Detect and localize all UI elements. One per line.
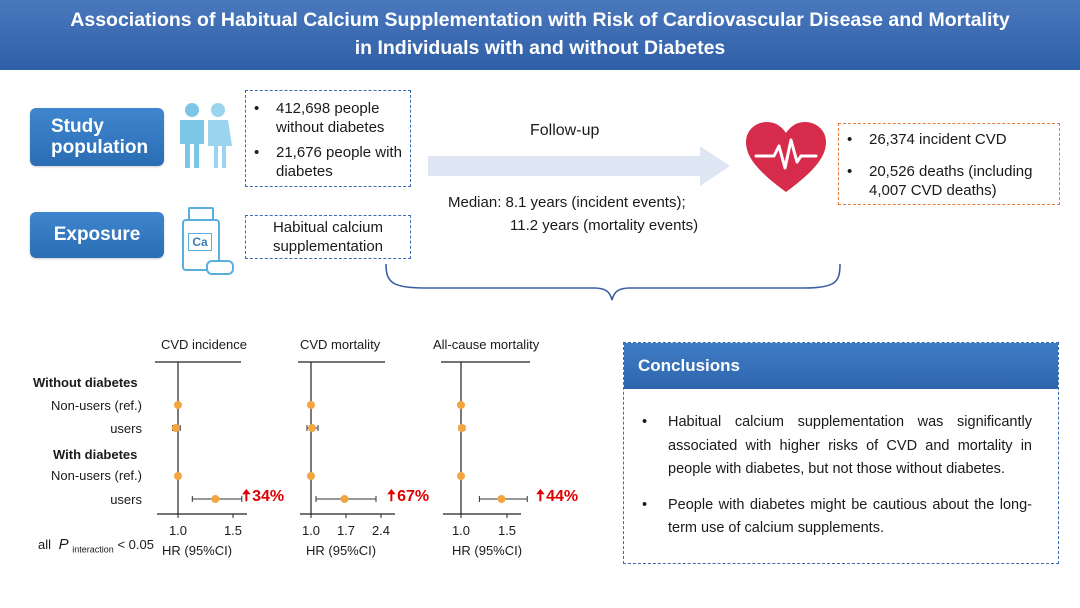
exposure-box: Habitual calcium supplementation: [245, 215, 411, 259]
follow-up-label: Follow-up: [530, 122, 600, 139]
up-arrow-icon: 🠅: [387, 488, 396, 505]
forest-tick-label-2-2: 1.7: [337, 523, 355, 538]
forest-point-1-2: [171, 424, 180, 432]
row-nonusers-with: Non-users (ref.): [50, 468, 142, 483]
study-population-label-line-1: Study: [51, 116, 104, 137]
supplement-bottle-icon: Ca: [180, 205, 236, 275]
forest-annotation-1-text: 34%: [252, 488, 285, 505]
title-banner: Associations of Habitual Calcium Supplem…: [0, 0, 1080, 70]
row-group-with-diabetes: With diabetes: [53, 447, 138, 462]
summary-bracket: [385, 263, 841, 301]
outcome-bullet-1: 26,374 incident CVD: [839, 130, 1059, 149]
forest-annotation-1: 🠅 34%: [242, 485, 284, 512]
p-note-sub: interaction: [72, 544, 114, 555]
forest-tick-label-3-2: 1.5: [498, 523, 516, 538]
forest-point-2-2: [308, 424, 316, 432]
forest-tick-label-1-2: 1.5: [224, 523, 242, 538]
study-population-label: Study population: [30, 108, 164, 166]
row-nonusers-without: Non-users (ref.): [50, 398, 142, 413]
forest-annotation-2: 🠅 67%: [387, 485, 429, 512]
forest-point-3-3: [457, 472, 465, 480]
population-bullet-1: 412,698 people without diabetes: [246, 99, 410, 137]
population-bullet-2: 21,676 people with diabetes: [246, 143, 410, 181]
title-line-2: in Individuals with and without Diabetes: [354, 37, 726, 59]
forest-point-2-3: [307, 472, 315, 480]
up-arrow-icon: 🠅: [536, 488, 545, 505]
outcome-bullet-2: 20,526 deaths (including 4,007 CVD death…: [839, 162, 1059, 200]
population-box: 412,698 people without diabetes 21,676 p…: [245, 90, 411, 187]
conclusions-box: Conclusions Habitual calcium supplementa…: [623, 342, 1059, 564]
p-note-p: P: [58, 536, 69, 553]
outcomes-box: 26,374 incident CVD 20,526 deaths (inclu…: [838, 123, 1060, 205]
conclusion-item-1: Habitual calcium supplementation was sig…: [624, 411, 1058, 482]
forest-point-1-1: [174, 401, 182, 409]
forest-xlabel-3: HR (95%CI): [452, 543, 523, 558]
row-users-without: users: [110, 421, 142, 436]
study-population-label-line-2: population: [51, 137, 149, 158]
forest-annotation-3-text: 44%: [546, 488, 579, 505]
forest-point-3-2: [457, 424, 466, 432]
median-line-1: Median: 8.1 years (incident events);: [448, 194, 686, 211]
p-interaction-note: all P interaction < 0.05: [38, 536, 154, 555]
forest-tick-label-2-1: 1.0: [302, 523, 320, 538]
forest-tick-label-1-1: 1.0: [169, 523, 187, 538]
arrow-right-icon: [428, 146, 730, 186]
forest-point-3-4: [497, 495, 506, 503]
up-arrow-icon: 🠅: [242, 488, 251, 505]
forest-title-1: CVD incidence: [161, 337, 247, 352]
p-note-value: < 0.05: [117, 537, 154, 552]
conclusions-heading: Conclusions: [624, 343, 1058, 389]
forest-point-1-3: [174, 472, 182, 480]
forest-xlabel-2: HR (95%CI): [306, 543, 377, 558]
forest-tick-label-2-3: 2.4: [372, 523, 390, 538]
forest-point-3-1: [457, 401, 465, 409]
forest-title-3: All-cause mortality: [433, 337, 540, 352]
conclusion-item-2: People with diabetes might be cautious a…: [624, 494, 1058, 541]
row-users-with: users: [110, 492, 142, 507]
calcium-label: Ca: [188, 233, 212, 251]
exposure-label: Exposure: [30, 212, 164, 258]
forest-point-2-4: [340, 495, 349, 503]
forest-title-2: CVD mortality: [300, 337, 381, 352]
forest-annotation-3: 🠅 44%: [536, 485, 578, 512]
exposure-label-text: Exposure: [53, 224, 141, 245]
p-note-all: all: [38, 537, 52, 552]
forest-annotation-2-text: 67%: [397, 488, 430, 505]
forest-tick-label-3-1: 1.0: [452, 523, 470, 538]
heart-pulse-icon: [746, 122, 826, 192]
forest-point-1-4: [211, 495, 220, 503]
title-line-1: Associations of Habitual Calcium Supplem…: [70, 9, 1010, 31]
exposure-text: Habitual calcium supplementation: [272, 219, 384, 255]
pill-icon: [206, 260, 234, 275]
median-line-2: 11.2 years (mortality events): [510, 217, 699, 234]
forest-xlabel-1: HR (95%CI): [162, 543, 233, 558]
row-group-without-diabetes: Without diabetes: [33, 375, 138, 390]
forest-point-2-1: [307, 401, 315, 409]
people-icon: [180, 103, 232, 168]
